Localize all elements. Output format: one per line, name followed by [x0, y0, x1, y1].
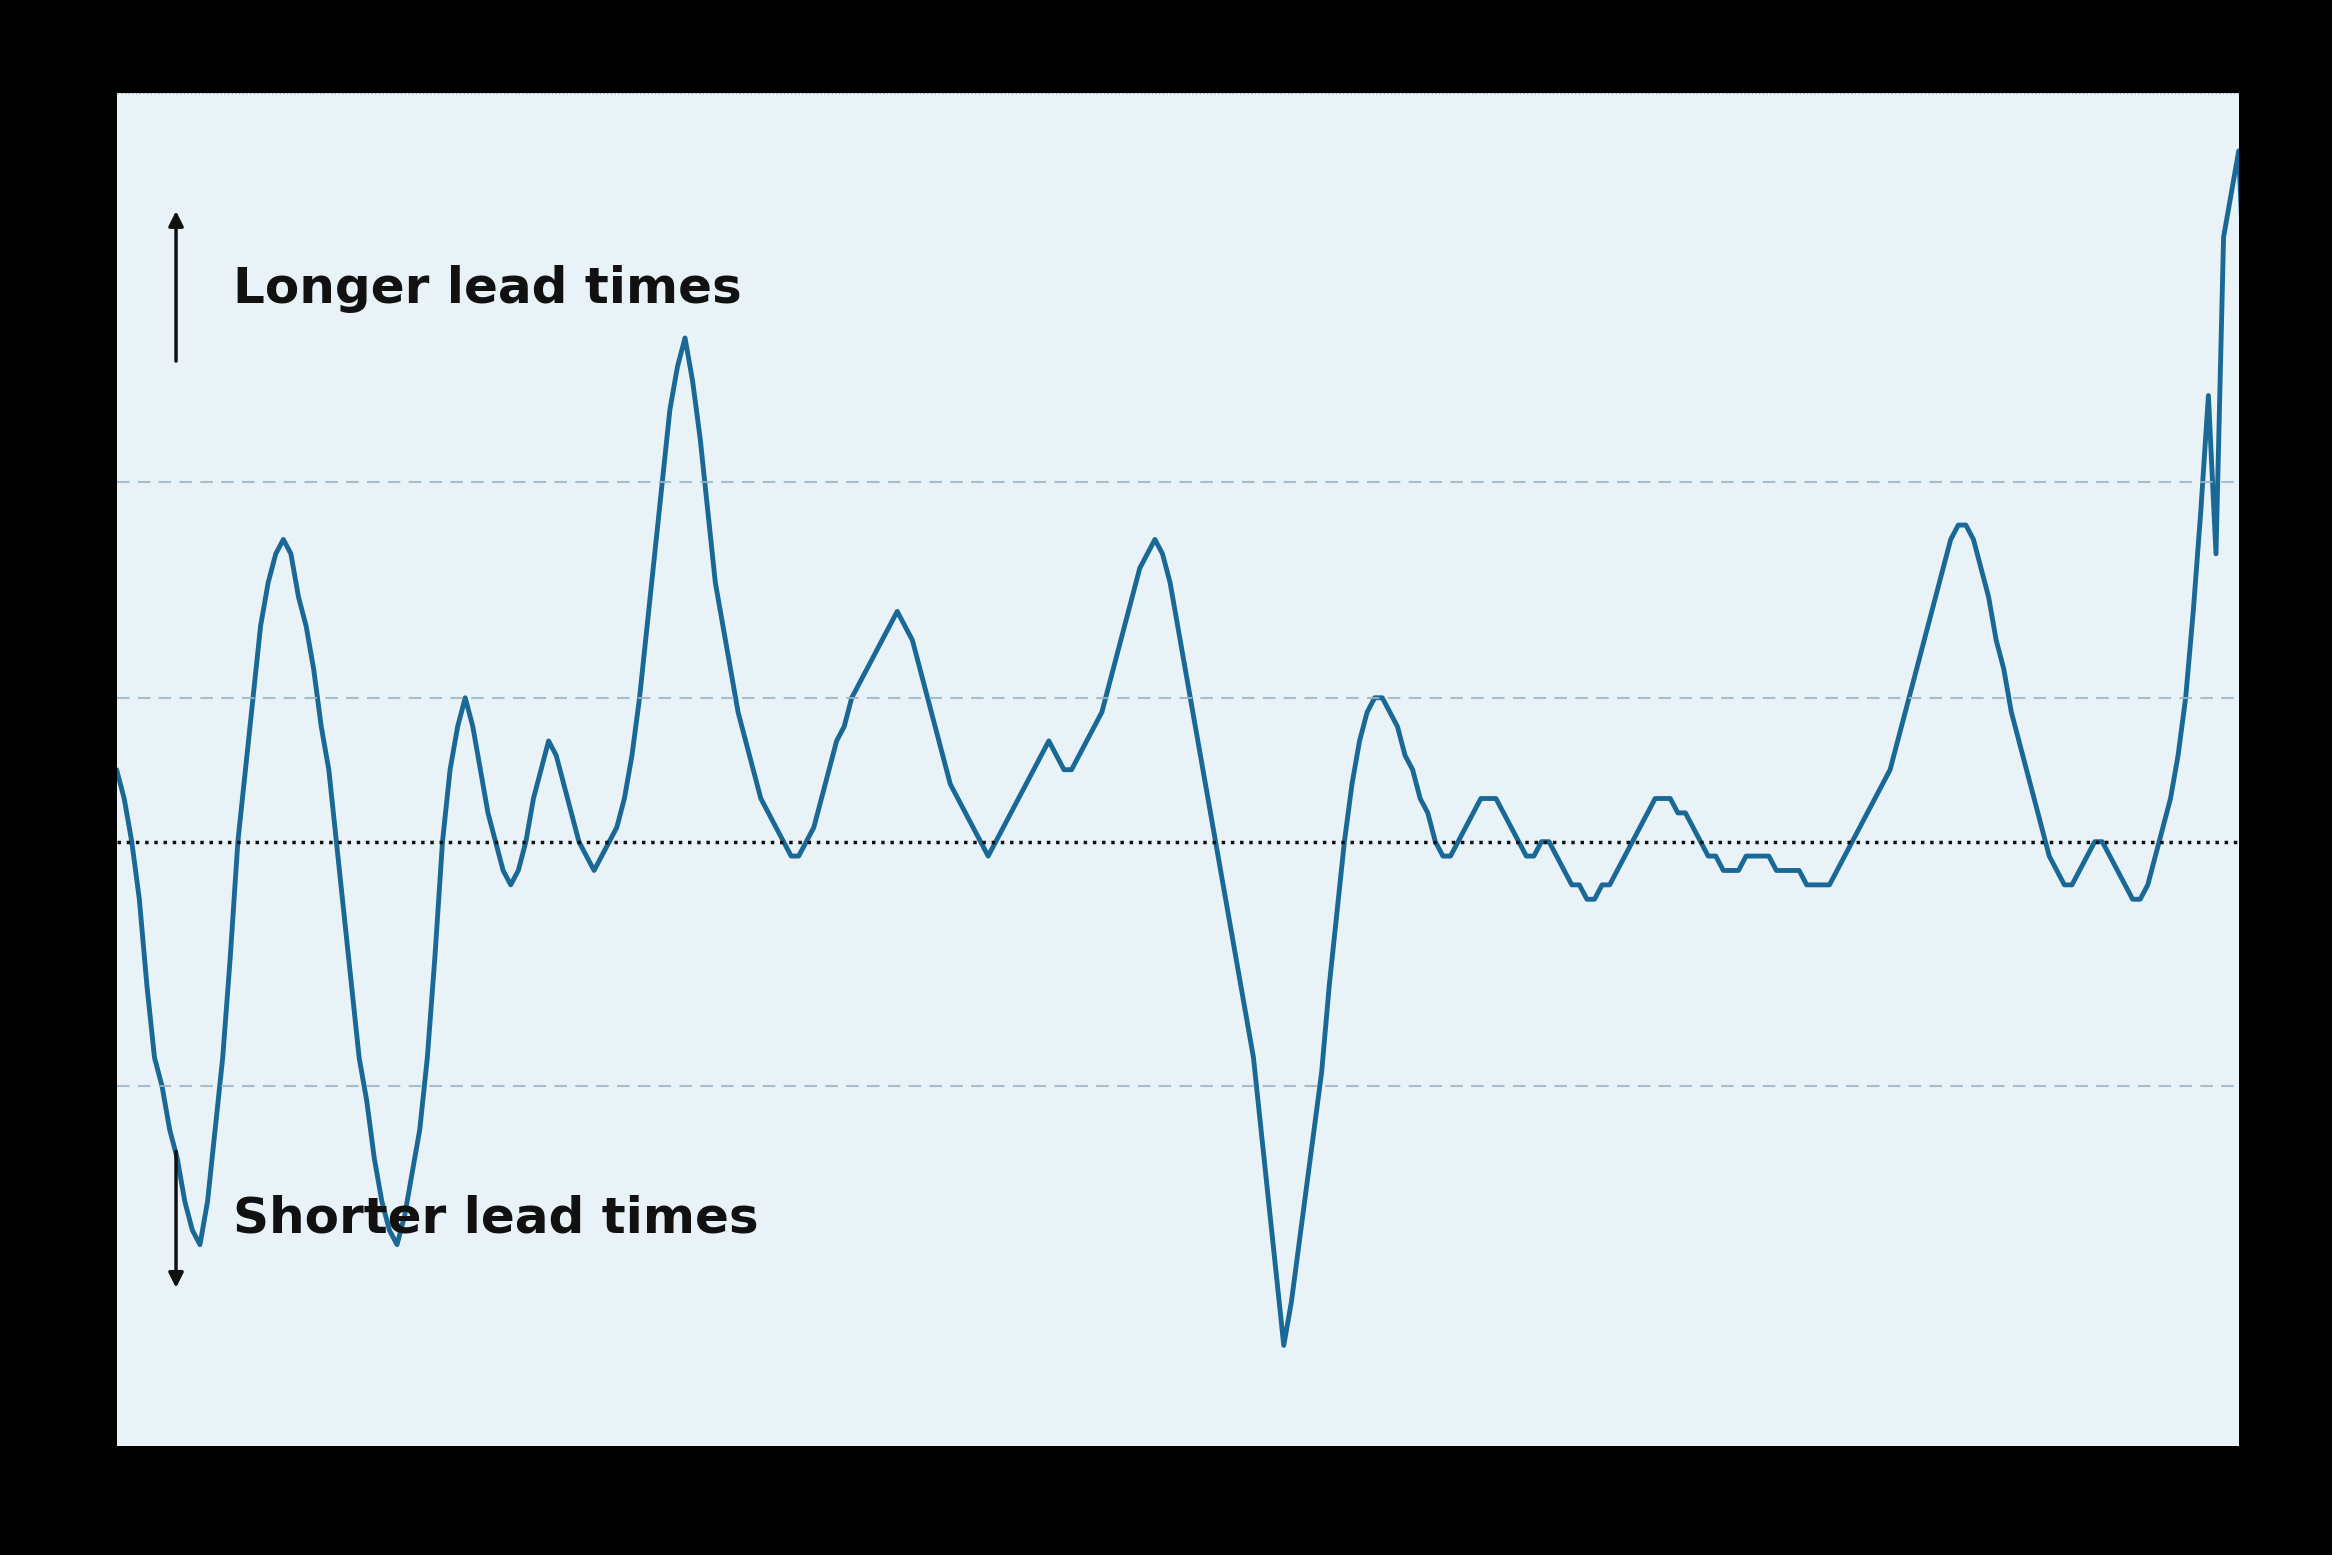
Text: Longer lead times: Longer lead times	[233, 266, 742, 314]
Text: Shorter lead times: Shorter lead times	[233, 1194, 758, 1242]
